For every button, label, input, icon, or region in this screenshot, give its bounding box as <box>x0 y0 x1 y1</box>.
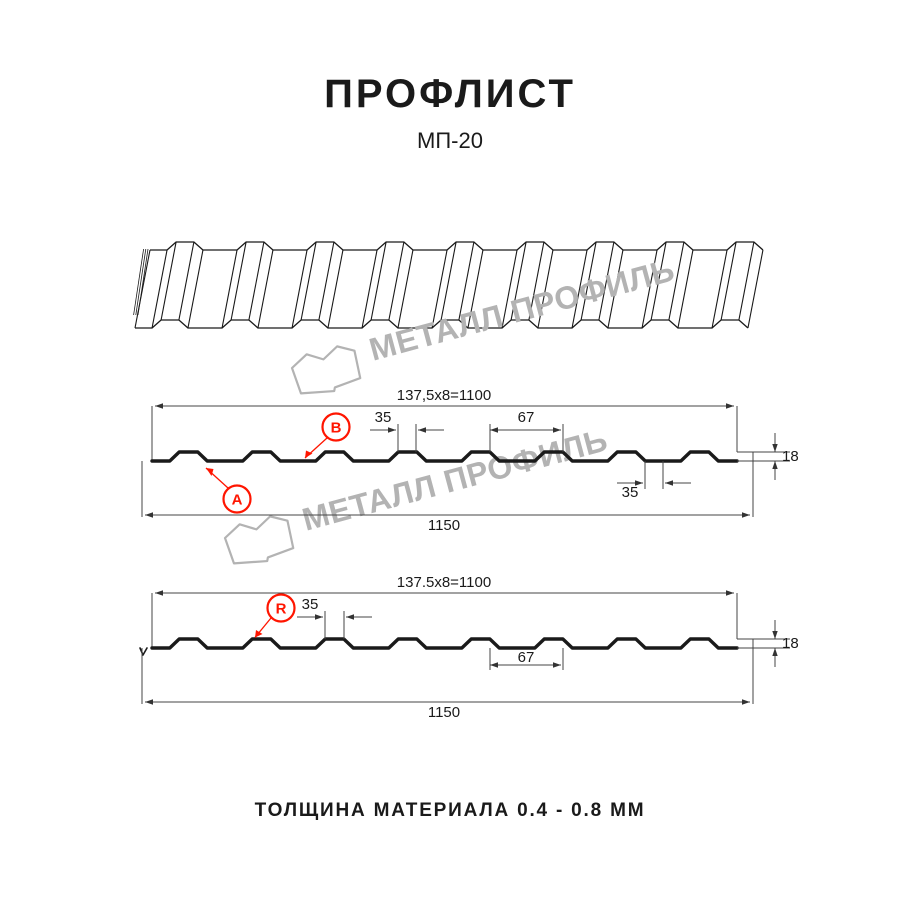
svg-text:137,5x8=1100: 137,5x8=1100 <box>397 387 491 404</box>
svg-text:35: 35 <box>622 484 639 501</box>
svg-text:B: B <box>331 420 342 437</box>
svg-text:35: 35 <box>375 409 392 426</box>
svg-text:1150: 1150 <box>428 517 460 534</box>
svg-text:18: 18 <box>782 635 799 652</box>
svg-text:A: A <box>232 492 243 509</box>
svg-text:18: 18 <box>782 448 799 465</box>
svg-text:1150: 1150 <box>428 704 460 721</box>
svg-text:R: R <box>276 601 287 618</box>
svg-text:67: 67 <box>518 649 535 666</box>
svg-text:67: 67 <box>518 409 535 426</box>
svg-text:35: 35 <box>302 596 319 613</box>
svg-text:137.5x8=1100: 137.5x8=1100 <box>397 574 491 591</box>
